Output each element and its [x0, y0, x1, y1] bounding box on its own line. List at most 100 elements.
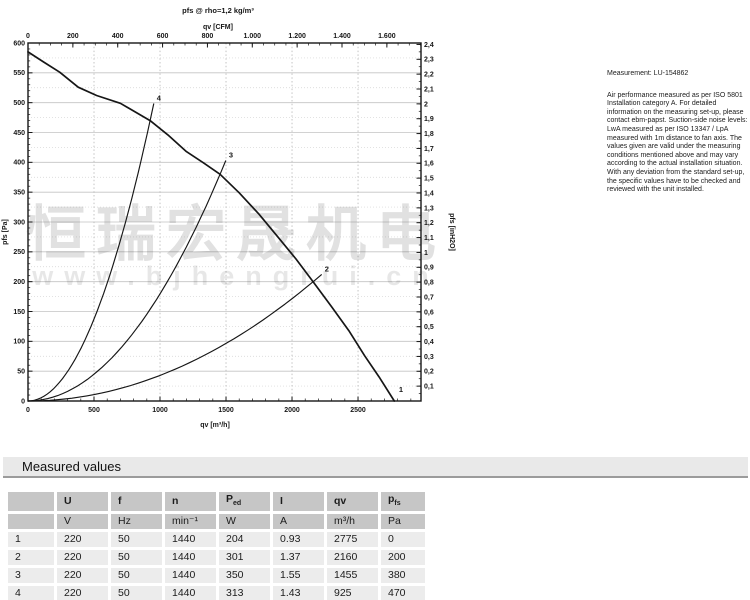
- top-tick-label: 1.400: [333, 33, 351, 40]
- value-cell: 313: [219, 586, 270, 600]
- value-cell: 2160: [327, 550, 378, 566]
- right-tick-label: 2,2: [424, 72, 434, 79]
- table-row: 2 220 50 1440 301 1.37 2160 200: [8, 550, 425, 566]
- left-tick-label: 150: [13, 309, 25, 316]
- chart-grid: [28, 43, 421, 401]
- unit-cell: V: [57, 514, 108, 530]
- right-tick-label: 0,2: [424, 369, 434, 376]
- value-cell: 1455: [327, 568, 378, 584]
- right-tick-label: 1,8: [424, 131, 434, 138]
- column-header: Ped: [219, 492, 270, 512]
- value-cell: 1.55: [273, 568, 324, 584]
- right-tick-label: 0,3: [424, 354, 434, 361]
- value-cell: 301: [219, 550, 270, 566]
- value-cell: 50: [111, 586, 162, 600]
- right-tick-label: 2,4: [424, 42, 434, 49]
- value-cell: 0: [381, 532, 425, 548]
- measured-values-title: Measured values: [22, 459, 121, 474]
- notes-body-text: Air performance measured as per ISO 5801…: [607, 91, 748, 194]
- fan-curve: [27, 51, 396, 402]
- top-tick-label: 1.600: [378, 33, 396, 40]
- column-header: n: [165, 492, 216, 512]
- left-tick-label: 100: [13, 339, 25, 346]
- system-curve: [27, 273, 323, 402]
- left-tick-label: 350: [13, 190, 25, 197]
- left-tick-label: 50: [17, 369, 25, 376]
- left-tick-label: 400: [13, 160, 25, 167]
- axis-bottom: [27, 396, 412, 401]
- value-cell: 470: [381, 586, 425, 600]
- value-cell: 200: [381, 550, 425, 566]
- row-number-cell: 2: [8, 550, 54, 566]
- column-header: f: [111, 492, 162, 512]
- right-tick-label: 0,8: [424, 280, 434, 287]
- right-tick-label: 1,2: [424, 220, 434, 227]
- table-row: 4 220 50 1440 313 1.43 925 470: [8, 586, 425, 600]
- value-cell: 1440: [165, 550, 216, 566]
- value-cell: 220: [57, 586, 108, 600]
- value-cell: 1440: [165, 532, 216, 548]
- right-tick-label: 1,1: [424, 235, 434, 242]
- bottom-tick-label: 1500: [218, 407, 234, 414]
- left-tick-label: 450: [13, 130, 25, 137]
- top-tick-label: 1.000: [244, 33, 262, 40]
- right-axis-label: pfs [inH2O]: [448, 213, 455, 251]
- right-tick-label: 0,6: [424, 309, 434, 316]
- right-tick-label: 2: [424, 101, 428, 108]
- value-cell: 925: [327, 586, 378, 600]
- value-cell: 350: [219, 568, 270, 584]
- row-number-cell: 1: [8, 532, 54, 548]
- unit-cell: Pa: [381, 514, 425, 530]
- value-cell: 220: [57, 568, 108, 584]
- right-tick-label: 2,3: [424, 57, 434, 64]
- axis-top: [27, 43, 421, 48]
- right-tick-label: 0,1: [424, 384, 434, 391]
- right-tick-label: 1,4: [424, 190, 434, 197]
- left-tick-label: 250: [13, 249, 25, 256]
- measurement-id: Measurement: LU-154862: [607, 70, 689, 77]
- top-axis-label: qv [CFM]: [203, 24, 233, 31]
- value-cell: 204: [219, 532, 270, 548]
- left-tick-label: 200: [13, 279, 25, 286]
- column-header: pfs: [381, 492, 425, 512]
- measurement-notes: Measurement: LU-154862 Air performance m…: [607, 70, 748, 195]
- value-cell: 50: [111, 532, 162, 548]
- chart-title: pfs @ rho=1,2 kg/m³: [182, 6, 254, 15]
- axis-left: [28, 42, 33, 402]
- top-tick-label: 600: [157, 33, 169, 40]
- bottom-tick-label: 1000: [152, 407, 168, 414]
- right-tick-label: 1,5: [424, 176, 434, 183]
- right-tick-label: 1,6: [424, 161, 434, 168]
- left-tick-label: 500: [13, 100, 25, 107]
- top-tick-label: 200: [67, 33, 79, 40]
- right-tick-label: 2,1: [424, 86, 434, 93]
- bottom-tick-label: 500: [88, 407, 100, 414]
- top-tick-label: 800: [202, 33, 214, 40]
- right-tick-label: 0,5: [424, 324, 434, 331]
- system-curve: [27, 103, 155, 402]
- axis-right: [416, 43, 421, 394]
- unit-cell: A: [273, 514, 324, 530]
- column-header: [8, 492, 54, 512]
- unit-cell: Hz: [111, 514, 162, 530]
- row-number-cell: 3: [8, 568, 54, 584]
- right-tick-label: 1,7: [424, 146, 434, 153]
- value-cell: 220: [57, 532, 108, 548]
- value-cell: 1.37: [273, 550, 324, 566]
- unit-cell: W: [219, 514, 270, 530]
- value-cell: 50: [111, 568, 162, 584]
- value-cell: 0.93: [273, 532, 324, 548]
- operating-point-label: 2: [325, 264, 329, 273]
- operating-point-label: 4: [157, 93, 162, 102]
- top-tick-label: 400: [112, 33, 124, 40]
- left-tick-label: 550: [13, 70, 25, 77]
- column-header: I: [273, 492, 324, 512]
- top-tick-label: 0: [26, 33, 30, 40]
- operating-point-label: 1: [399, 385, 403, 394]
- right-tick-label: 0,7: [424, 294, 434, 301]
- value-cell: 2775: [327, 532, 378, 548]
